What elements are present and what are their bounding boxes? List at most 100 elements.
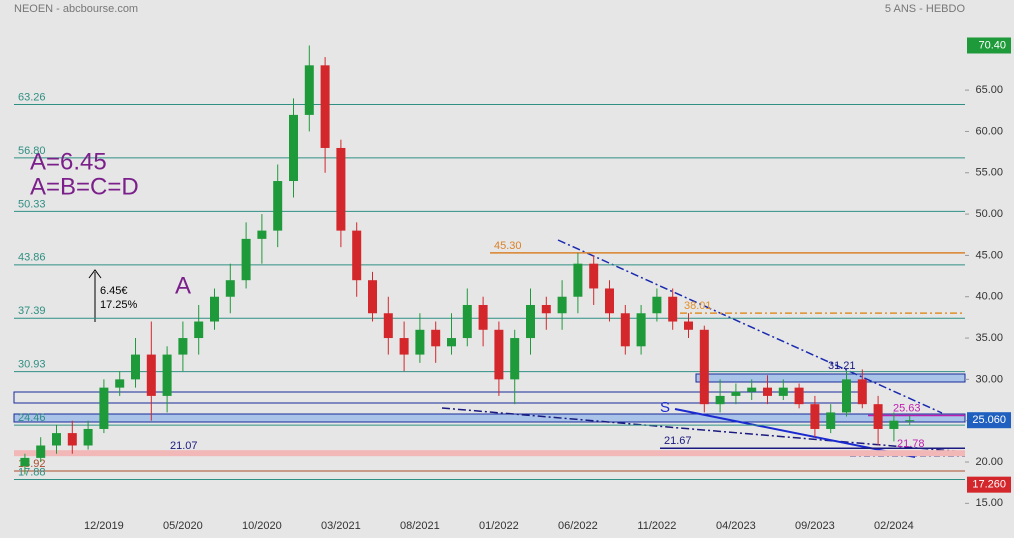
candle-body (146, 354, 156, 396)
candle-body (668, 296, 678, 322)
candle-body (399, 338, 409, 355)
candle-body (747, 387, 757, 392)
candle-body (573, 263, 583, 297)
annotation: 21.78 (897, 438, 925, 450)
candle-body (225, 280, 235, 297)
candle-body (257, 230, 267, 239)
y-tick-label: 15.00 (975, 497, 1003, 509)
price-tag-label: 70.40 (978, 39, 1006, 51)
level-label: 21.67 (664, 435, 692, 447)
level-label: 37.39 (18, 305, 46, 317)
price-tag (967, 37, 1011, 54)
candle-body (494, 329, 504, 380)
candle-body (620, 313, 630, 347)
candle-body (731, 391, 741, 396)
candle-body (210, 296, 219, 322)
candle-body (589, 263, 599, 289)
zone (13, 413, 966, 423)
y-tick-label: 40.00 (975, 291, 1003, 303)
candle-body (162, 354, 172, 396)
x-tick-label: 02/2024 (874, 520, 914, 532)
level-label: 24.46 (18, 412, 46, 424)
candle-body (336, 147, 346, 231)
candle-body (889, 420, 899, 429)
level-label: 50.33 (18, 198, 46, 210)
candle-body (115, 379, 125, 388)
candle-body (99, 387, 109, 429)
candle-body (873, 404, 883, 429)
y-tick-label: 55.00 (975, 167, 1003, 179)
candle-body (415, 329, 425, 355)
candle-body (67, 433, 77, 446)
y-tick-label: 35.00 (975, 332, 1003, 344)
level-band (14, 450, 965, 457)
x-tick-label: 05/2020 (163, 520, 203, 532)
candle-body (178, 338, 188, 355)
y-tick-label: 50.00 (975, 208, 1003, 220)
annotation: 17.25% (100, 299, 138, 311)
level-label: 38.01 (684, 300, 712, 312)
trend-line (557, 239, 943, 414)
candle-body (842, 379, 851, 413)
candle-body (794, 387, 804, 405)
level-label: 25.63 (893, 402, 921, 414)
arrow-head (88, 269, 102, 279)
y-tick-label: 65.00 (975, 84, 1003, 96)
candle-body (431, 329, 441, 347)
trend-line (674, 408, 916, 458)
x-tick-label: 11/2022 (637, 520, 676, 532)
candle-body (478, 304, 488, 330)
candle-body (810, 404, 820, 429)
candle-body (368, 280, 377, 314)
annotation: A=B=C=D (30, 173, 139, 200)
level-label: 45.30 (494, 240, 522, 252)
y-tick-label: 30.00 (975, 373, 1003, 385)
price-tag (967, 476, 1011, 493)
candle-body (541, 304, 551, 314)
candle-body (383, 313, 393, 339)
x-tick-label: 04/2023 (716, 520, 756, 532)
level-label: 21.07 (170, 440, 198, 452)
candle-body (20, 457, 30, 467)
x-tick-label: 09/2023 (795, 520, 835, 532)
annotation: A (175, 272, 191, 299)
price-tag-label: 25.060 (972, 414, 1006, 426)
candle-body (510, 338, 520, 380)
candle-body (778, 387, 788, 396)
y-tick-label: 60.00 (975, 125, 1003, 137)
annotation: A=6.45 (30, 148, 107, 175)
candle-body (36, 445, 46, 458)
annotation: 31.21 (828, 360, 856, 372)
candle-body (447, 338, 456, 347)
candle-body (857, 379, 867, 405)
chart-subtitle: 5 ANS - HEBDO (885, 3, 966, 15)
candle-body (826, 412, 836, 429)
x-tick-label: 10/2020 (242, 520, 282, 532)
chart-title: NEOEN - abcbourse.com (14, 3, 138, 15)
candle-body (557, 296, 567, 314)
candle-body (83, 428, 93, 446)
x-tick-label: 01/2022 (479, 520, 519, 532)
level-label: 56.80 (18, 145, 46, 157)
candle-body (715, 395, 725, 405)
candle-body (320, 65, 330, 148)
candle-body (241, 238, 251, 281)
price-tag-label: 17.260 (972, 479, 1006, 491)
y-tick-label: 20.00 (975, 456, 1003, 468)
level-label: 30.93 (18, 359, 46, 371)
candle-body (763, 387, 772, 396)
candle-body (684, 321, 693, 330)
annotation: S (660, 399, 670, 416)
candle-body (131, 354, 140, 380)
x-tick-label: 08/2021 (400, 520, 440, 532)
x-tick-label: 06/2022 (558, 520, 598, 532)
candle-body (304, 65, 314, 115)
level-label: 43.86 (18, 252, 46, 264)
candle-body (652, 296, 662, 314)
candle-body (352, 230, 362, 281)
candle-body (699, 329, 709, 405)
candle-body (605, 288, 614, 314)
candle-body (905, 420, 915, 422)
zone (695, 373, 966, 383)
